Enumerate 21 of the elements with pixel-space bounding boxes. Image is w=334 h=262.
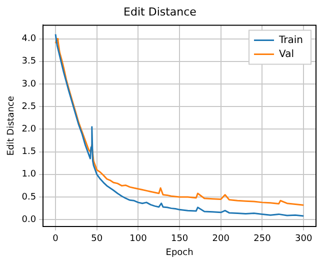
y-tick-label: 3.0 — [22, 79, 36, 90]
y-tick-label: 3.5 — [22, 56, 36, 67]
x-axis-title: Epoch — [166, 248, 194, 258]
y-tick-label: 2.0 — [22, 124, 36, 135]
chart-title: Edit Distance — [124, 5, 197, 18]
y-tick-label: 0.0 — [22, 214, 36, 225]
y-tick-label: 2.5 — [22, 102, 36, 112]
x-tick-label: 200 — [212, 234, 230, 244]
x-tick-label: 150 — [170, 234, 188, 244]
x-tick-label: 0 — [52, 234, 59, 244]
y-tick-label: 1.0 — [22, 170, 36, 180]
y-tick-label: 1.5 — [22, 147, 36, 158]
legend-label: Val — [279, 48, 294, 60]
x-tick-label: 300 — [295, 234, 312, 244]
x-tick-label: 100 — [130, 234, 148, 244]
y-tick-label: 0.5 — [22, 192, 36, 202]
legend-label: Train — [278, 34, 304, 46]
y-tick-label: 4.0 — [22, 34, 36, 44]
x-tick-label: 250 — [254, 234, 272, 244]
x-tick-label: 50 — [91, 234, 103, 244]
y-axis-title: Edit Distance — [6, 96, 17, 156]
